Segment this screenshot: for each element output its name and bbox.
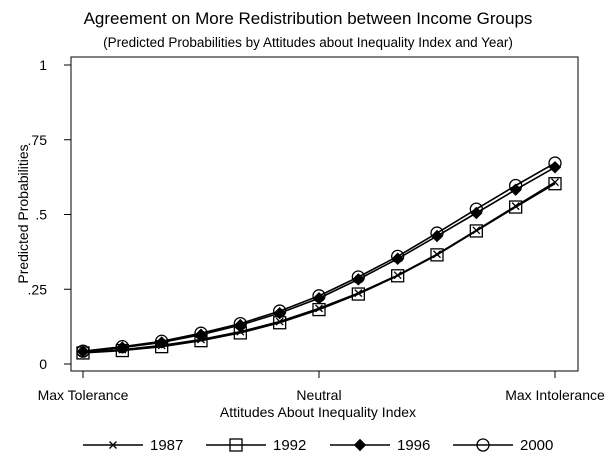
y-axis: 0 .25 .5 .75 1 xyxy=(28,57,71,372)
data-point xyxy=(469,224,483,238)
legend-item-2000: 2000 xyxy=(453,437,553,454)
legend-item-1992: 1992 xyxy=(206,437,306,454)
y-tick-label: .5 xyxy=(35,207,47,223)
data-point xyxy=(312,289,326,303)
chart-subtitle: (Predicted Probabilities by Attitudes ab… xyxy=(103,35,513,50)
data-point xyxy=(548,177,562,191)
data-point xyxy=(391,269,405,283)
legend-marker xyxy=(229,438,243,452)
data-point xyxy=(155,334,169,348)
data-point xyxy=(430,248,444,262)
y-axis-label: Predicted Probabilities xyxy=(15,144,31,283)
series-layer xyxy=(76,156,562,360)
data-point xyxy=(391,249,405,264)
legend: 1987 1992 1996 2000 xyxy=(83,437,553,454)
legend-item-1987: 1987 xyxy=(83,437,183,454)
legend-label: 2000 xyxy=(520,437,553,454)
x-tick-label: Neutral xyxy=(296,387,341,403)
data-point xyxy=(351,287,365,301)
y-tick-label: .75 xyxy=(28,132,48,148)
y-tick-label: .25 xyxy=(28,281,48,297)
data-point xyxy=(351,270,365,284)
y-tick-label: 0 xyxy=(39,356,47,372)
chart-title: Agreement on More Redistribution between… xyxy=(84,9,533,28)
y-tick-label: 1 xyxy=(39,57,47,73)
data-point xyxy=(115,340,129,354)
data-point xyxy=(233,316,247,331)
legend-label: 1987 xyxy=(150,437,183,454)
x-tick-label: Max Intolerance xyxy=(505,387,605,403)
series-line-2000 xyxy=(82,162,556,352)
x-axis-label: Attitudes About Inequality Index xyxy=(220,404,416,420)
legend-item-1996: 1996 xyxy=(330,437,430,454)
data-point xyxy=(194,326,208,340)
data-point xyxy=(509,178,523,193)
series-1987 xyxy=(79,178,559,356)
legend-label: 1996 xyxy=(397,437,430,454)
data-point xyxy=(76,344,90,358)
series-2000 xyxy=(76,156,562,358)
data-point xyxy=(548,156,562,170)
legend-marker xyxy=(353,438,367,452)
legend-marker xyxy=(109,441,117,449)
x-tick-label: Max Tolerance xyxy=(38,387,129,403)
x-axis: Max Tolerance Neutral Max Intolerance xyxy=(38,371,605,403)
legend-marker xyxy=(476,438,490,452)
series-1996 xyxy=(76,161,562,358)
data-point xyxy=(430,226,444,240)
data-point xyxy=(273,304,287,318)
data-point xyxy=(469,202,483,216)
series-line-1996 xyxy=(82,166,556,353)
series-1992 xyxy=(76,177,562,360)
legend-label: 1992 xyxy=(273,437,306,454)
data-point xyxy=(509,200,523,214)
